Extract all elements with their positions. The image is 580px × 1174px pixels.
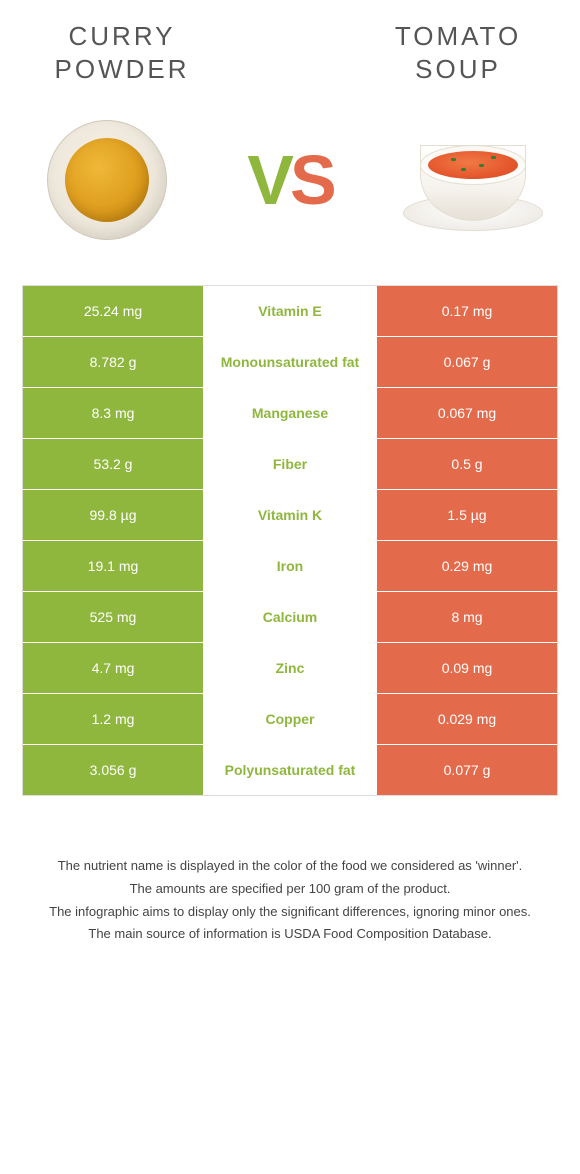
footer-notes: The nutrient name is displayed in the co… [22,856,558,945]
soup-icon [398,125,548,235]
table-row: 53.2 gFiber0.5 g [23,438,557,489]
right-value-cell: 0.09 mg [377,643,557,693]
curry-pile-icon [65,138,149,222]
vs-s-letter: S [290,140,333,220]
right-value-cell: 0.17 mg [377,286,557,336]
nutrient-label-cell: Iron [203,541,377,591]
footer-line: The infographic aims to display only the… [32,902,548,923]
right-value-cell: 1.5 µg [377,490,557,540]
right-value-cell: 0.077 g [377,745,557,795]
nutrient-label-cell: Manganese [203,388,377,438]
tomato-soup-image [398,115,548,245]
footer-line: The nutrient name is displayed in the co… [32,856,548,877]
footer-line: The amounts are specified per 100 gram o… [32,879,548,900]
table-row: 99.8 µgVitamin K1.5 µg [23,489,557,540]
left-value-cell: 99.8 µg [23,490,203,540]
hero-row: V S [22,115,558,245]
nutrient-label-cell: Zinc [203,643,377,693]
nutrient-label-cell: Fiber [203,439,377,489]
nutrient-table: 25.24 mgVitamin E0.17 mg8.782 gMonounsat… [22,285,558,796]
left-value-cell: 4.7 mg [23,643,203,693]
nutrient-label-cell: Monounsaturated fat [203,337,377,387]
table-row: 25.24 mgVitamin E0.17 mg [23,286,557,336]
vs-v-letter: V [247,140,290,220]
right-value-cell: 0.29 mg [377,541,557,591]
table-row: 19.1 mgIron0.29 mg [23,540,557,591]
right-value-cell: 0.067 g [377,337,557,387]
left-value-cell: 8.782 g [23,337,203,387]
page-wrap: CURRY POWDER TOMATO SOUP V S [0,0,580,967]
curry-powder-image [32,115,182,245]
footer-line: The main source of information is USDA F… [32,924,548,945]
left-value-cell: 25.24 mg [23,286,203,336]
table-row: 1.2 mgCopper0.029 mg [23,693,557,744]
table-row: 3.056 gPolyunsaturated fat0.077 g [23,744,557,795]
nutrient-label-cell: Calcium [203,592,377,642]
curry-plate-icon [47,120,167,240]
left-value-cell: 3.056 g [23,745,203,795]
left-value-cell: 19.1 mg [23,541,203,591]
right-value-cell: 8 mg [377,592,557,642]
table-row: 4.7 mgZinc0.09 mg [23,642,557,693]
titles-row: CURRY POWDER TOMATO SOUP [22,20,558,85]
table-row: 8.782 gMonounsaturated fat0.067 g [23,336,557,387]
left-food-title: CURRY POWDER [22,20,222,85]
nutrient-label-cell: Polyunsaturated fat [203,745,377,795]
left-value-cell: 525 mg [23,592,203,642]
right-value-cell: 0.029 mg [377,694,557,744]
left-value-cell: 1.2 mg [23,694,203,744]
nutrient-label-cell: Vitamin K [203,490,377,540]
right-value-cell: 0.5 g [377,439,557,489]
table-row: 8.3 mgManganese0.067 mg [23,387,557,438]
right-food-title: TOMATO SOUP [358,20,558,85]
vs-label: V S [247,140,332,220]
table-row: 525 mgCalcium8 mg [23,591,557,642]
nutrient-label-cell: Copper [203,694,377,744]
nutrient-label-cell: Vitamin E [203,286,377,336]
left-value-cell: 8.3 mg [23,388,203,438]
left-value-cell: 53.2 g [23,439,203,489]
right-value-cell: 0.067 mg [377,388,557,438]
